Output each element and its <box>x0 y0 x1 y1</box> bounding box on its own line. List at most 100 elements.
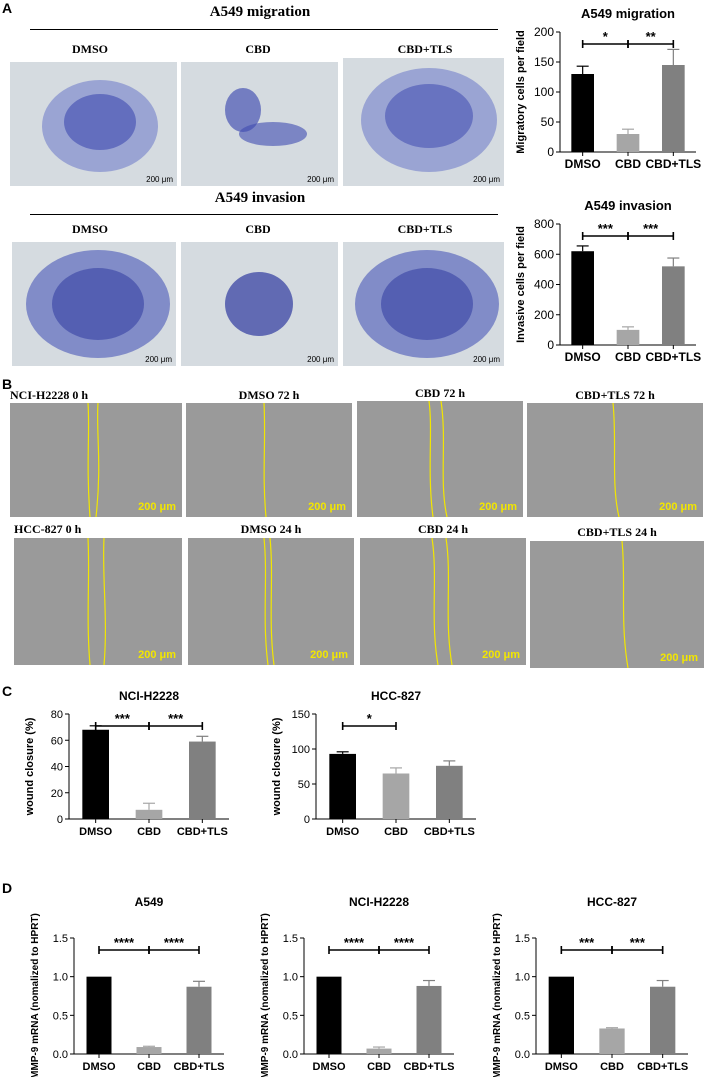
wound-label-hcc-0h: HCC-827 0 h <box>14 522 82 536</box>
micrograph-mig-dmso: 200 μm <box>10 62 177 186</box>
y-tick-label: 20 <box>51 788 63 800</box>
inv-label-cbd: CBD <box>245 222 271 236</box>
y-tick-label: 600 <box>534 247 554 261</box>
y-tick-label: 200 <box>534 308 554 322</box>
x-tick-label: DMSO <box>545 1061 578 1073</box>
bar-cbd <box>616 329 640 345</box>
stain-cells-mig-cbd <box>225 88 307 146</box>
micrograph-mig-cbdtls: 200 μm <box>343 58 504 186</box>
y-axis-label: MMP-9 mRNA (nomalized to HPRT) <box>260 913 271 1077</box>
invasion-section-title: A549 invasion <box>214 190 306 206</box>
wound-edge-h2228-cbd <box>428 401 448 517</box>
bar-dmso <box>571 74 594 152</box>
y-tick-label: 1.5 <box>53 933 68 945</box>
y-axis-label: MMP-9 mRNA (nomalized to HPRT) <box>492 913 503 1077</box>
x-tick-label: CBD <box>137 1061 161 1073</box>
wound-edge-hcc-0h <box>87 538 107 665</box>
sig-label: **** <box>344 935 365 950</box>
bar-dmso <box>86 976 112 1054</box>
stain-cells-inv-cbdtls <box>355 250 499 358</box>
scale-bar-inv-dmso: 200 μm <box>145 355 172 364</box>
scale-bar-mig-cbdtls: 200 μm <box>473 175 500 184</box>
invasion-divider <box>30 214 498 215</box>
bar-cbd <box>599 1028 625 1054</box>
bar-cbd <box>135 809 163 819</box>
y-axis-label: wound closure (%) <box>24 717 36 816</box>
bar-cbd <box>136 1047 162 1054</box>
wound-h2228-0h: 200 μm <box>10 403 182 517</box>
ysbar-h2228-0h: 200 μm <box>138 501 176 513</box>
bar-cbd <box>366 1048 392 1054</box>
bar-cbd <box>382 773 410 819</box>
wound-label-hcc-cbd: CBD 24 h <box>417 522 468 536</box>
inv-label-dmso: DMSO <box>72 222 108 236</box>
y-tick-label: 0 <box>304 814 310 826</box>
y-tick-label: 0.5 <box>515 1010 530 1022</box>
x-tick-label: CBD <box>367 1061 391 1073</box>
bar-cbd <box>616 134 640 152</box>
wound-edge-h2228-cbdtls <box>612 403 620 517</box>
y-tick-label: 0.0 <box>515 1049 530 1061</box>
sig-label: * <box>367 711 373 726</box>
x-tick-label: CBD+TLS <box>177 826 228 838</box>
bar-cbd-tls <box>416 985 442 1054</box>
y-tick-label: 200 <box>534 25 554 39</box>
ysbar-hcc-dmso: 200 μm <box>310 649 348 661</box>
x-tick-label: CBD <box>615 350 641 364</box>
ysbar-h2228-cbdtls: 200 μm <box>659 501 697 513</box>
wound-edge-h2228-dmso <box>263 403 267 517</box>
chart-title: HCC-827 <box>371 689 421 703</box>
migration-divider <box>30 29 498 30</box>
chart-title: HCC-827 <box>587 895 637 909</box>
y-tick-label: 100 <box>534 85 554 99</box>
x-tick-label: CBD+TLS <box>637 1061 688 1073</box>
wound-label-hcc-cbdtls: CBD+TLS 24 h <box>577 525 657 539</box>
x-tick-label: CBD <box>600 1061 624 1073</box>
x-tick-label: CBD+TLS <box>424 826 475 838</box>
y-tick-label: 0 <box>57 814 63 826</box>
sig-label: *** <box>168 711 184 726</box>
stain-cells-mig-cbdtls <box>361 68 497 172</box>
x-tick-label: DMSO <box>565 350 601 364</box>
chart-a549-migration: A549 migration 0 50 100 150 200 Migratory cell… <box>515 6 701 171</box>
wound-h2228-cbdtls: 200 μm <box>527 403 703 517</box>
y-axis-label: wound closure (%) <box>271 717 283 816</box>
x-tick-label: CBD+TLS <box>403 1061 454 1073</box>
chart-title: NCI-H2228 <box>349 895 409 909</box>
stain-cells-inv-dmso <box>26 250 170 358</box>
y-axis-label: MMP-9 mRNA (nomalized to HPRT) <box>30 913 41 1077</box>
sig-label: *** <box>630 935 646 950</box>
y-tick-label: 1.0 <box>53 972 68 984</box>
y-tick-label: 50 <box>541 115 555 129</box>
bar-cbd-tls <box>186 986 212 1054</box>
ysbar-hcc-0h: 200 μm <box>138 649 176 661</box>
wound-h2228-cbd: 200 μm <box>357 401 523 517</box>
y-tick-label: 0.5 <box>283 1010 298 1022</box>
bar-cbd-tls <box>436 765 463 819</box>
wound-edge-hcc-dmso <box>263 538 275 665</box>
y-tick-label: 400 <box>534 278 554 292</box>
bar-dmso <box>82 729 109 819</box>
y-tick-label: 1.0 <box>515 972 530 984</box>
panel-label-b: B <box>2 376 13 392</box>
sig-label: * <box>603 29 609 44</box>
y-axis-label: Invasive cells per field <box>515 226 527 343</box>
ysbar-hcc-cbdtls: 200 μm <box>660 652 698 664</box>
scale-bar-mig-cbd: 200 μm <box>307 175 334 184</box>
migration-section-title: A549 migration <box>209 4 311 20</box>
y-tick-label: 1.5 <box>283 933 298 945</box>
chart-c-nci-h2228: NCI-H2228 0 20 40 60 80 wound closure (%) DMSO C… <box>24 689 229 838</box>
wound-hcc-cbdtls: 200 μm <box>530 541 704 668</box>
sig-label: **** <box>164 935 185 950</box>
x-tick-label: CBD+TLS <box>645 157 701 171</box>
inv-label-cbdtls: CBD+TLS <box>397 222 453 236</box>
sig-label: ** <box>646 29 657 44</box>
chart-title: NCI-H2228 <box>119 689 179 703</box>
y-tick-label: 0 <box>547 338 554 352</box>
y-tick-label: 0.0 <box>53 1049 68 1061</box>
x-tick-label: CBD <box>137 826 161 838</box>
x-tick-label: CBD+TLS <box>645 350 701 364</box>
panel-label-c: C <box>2 683 13 699</box>
micrograph-inv-cbd: 200 μm <box>181 242 338 366</box>
y-tick-label: 1.0 <box>283 972 298 984</box>
